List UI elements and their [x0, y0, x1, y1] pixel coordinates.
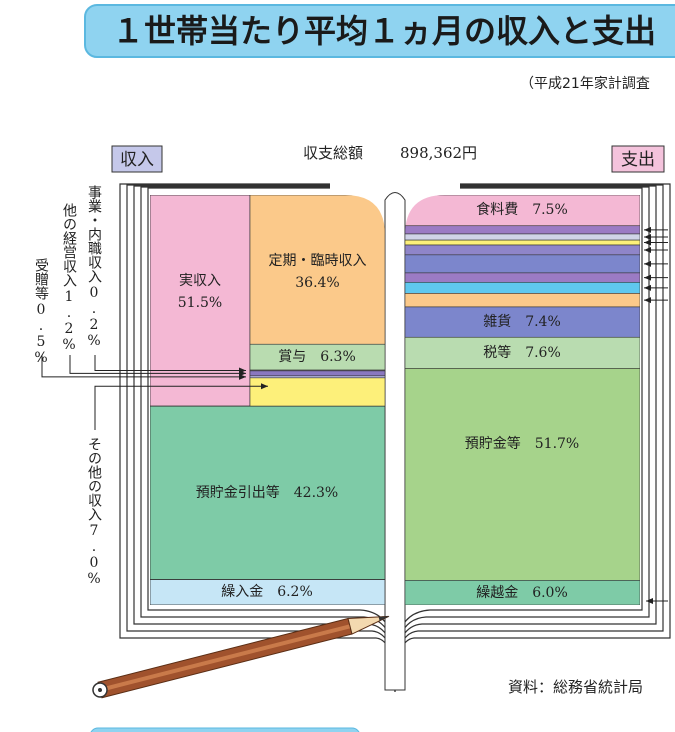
segment-value: 42.3% [293, 484, 339, 501]
note: （平成21年家計調査 [520, 75, 650, 92]
title-banner [84, 4, 675, 58]
segment [405, 282, 640, 294]
expenditure-page [405, 195, 640, 605]
segment-name: 事業・内職収入 [86, 185, 102, 283]
segment-label: 雑貨 7.4% [412, 315, 632, 329]
segment-value: 7.4% [525, 314, 561, 331]
segment-value: 6.2% [277, 584, 313, 601]
segment-label: 繰入金 6.2% [157, 585, 377, 599]
segment-name: 受贈等 [33, 258, 49, 300]
segment [249, 195, 385, 345]
segment-label: 定期・臨時収入 36.4% [250, 250, 385, 295]
segment-name: 雑貨 [483, 314, 512, 331]
segment-name: 繰越金 [476, 584, 519, 601]
segment [249, 375, 385, 379]
segment [405, 244, 640, 256]
segment-label: 預貯金等 51.7% [412, 437, 632, 451]
segment-value: 6.0% [532, 584, 568, 601]
segment-value: 6.3% [320, 349, 356, 366]
segment [405, 580, 640, 605]
next-banner [90, 727, 360, 732]
segment [249, 343, 385, 371]
pointer [94, 383, 268, 430]
vertical-label: 事業・内職収入 0.2% [86, 185, 102, 349]
segment-value: 7.5% [532, 202, 568, 219]
segment [150, 579, 385, 605]
segment-name: 食料費 [476, 202, 519, 219]
segment [405, 254, 640, 274]
segment-name: 繰入金 [221, 584, 264, 601]
segment [405, 336, 640, 369]
segment-label: 食料費 7.5% [412, 203, 632, 217]
segment-name: 預貯金引出等 [195, 484, 280, 501]
segment [405, 293, 640, 308]
segment [249, 370, 385, 377]
segment-name: 実収入 [179, 273, 221, 289]
income-page [150, 195, 385, 605]
segment-value: 0.2% [86, 285, 102, 349]
segment-value: 51.5% [177, 295, 223, 312]
segment [405, 239, 640, 246]
income-box [111, 145, 163, 173]
segment-name: 賞与 [278, 349, 307, 366]
income-label: 収入 [120, 150, 154, 170]
segment [405, 368, 640, 581]
expenditure-box [611, 145, 665, 173]
segment-label: 税等 7.6% [412, 346, 632, 360]
segment-value: 36.4% [295, 275, 340, 292]
book-outline [119, 183, 671, 693]
segment-name: 税等 [483, 344, 512, 361]
arrows [41, 226, 668, 604]
pointer [41, 355, 246, 380]
segment [249, 377, 385, 407]
segment [405, 306, 640, 338]
total-value: 898,362円 [400, 144, 477, 162]
segment-value: 7.6% [525, 344, 561, 361]
pointer [69, 355, 246, 377]
vertical-label: その他の収入 7.0% [86, 435, 102, 587]
segment-label: 賞与 6.3% [252, 350, 382, 364]
pointer [94, 355, 246, 374]
segment-label: 繰越金 6.0% [412, 586, 632, 600]
segment [405, 233, 640, 241]
segment-name: 他の経営収入 [61, 203, 77, 287]
segment-name: その他の収入 [86, 437, 102, 521]
total-label: 収支総額 [303, 144, 363, 162]
segment-value: 7.0% [86, 523, 102, 587]
segment-label: 実収入 51.5% [150, 270, 250, 315]
segment-name: 預貯金等 [464, 436, 521, 453]
vertical-label: 受贈等 0.5% [33, 258, 49, 366]
segment-value: 51.7% [534, 436, 580, 453]
pencil [92, 615, 390, 699]
segment-value: 0.5% [33, 302, 49, 366]
segment-value: 1.2% [61, 289, 77, 353]
segment [405, 272, 640, 283]
segment-label: 預貯金引出等 42.3% [157, 486, 377, 500]
expenditure-label: 支出 [621, 150, 655, 170]
segment-name: 定期・臨時収入 [268, 253, 367, 269]
spine [384, 192, 406, 691]
title: １世帯当たり平均１ヵ月の収入と支出 [112, 12, 656, 50]
vertical-label: 他の経営収入 1.2% [61, 203, 77, 353]
segment [405, 225, 640, 235]
source: 資料：総務省統計局 [508, 678, 643, 696]
